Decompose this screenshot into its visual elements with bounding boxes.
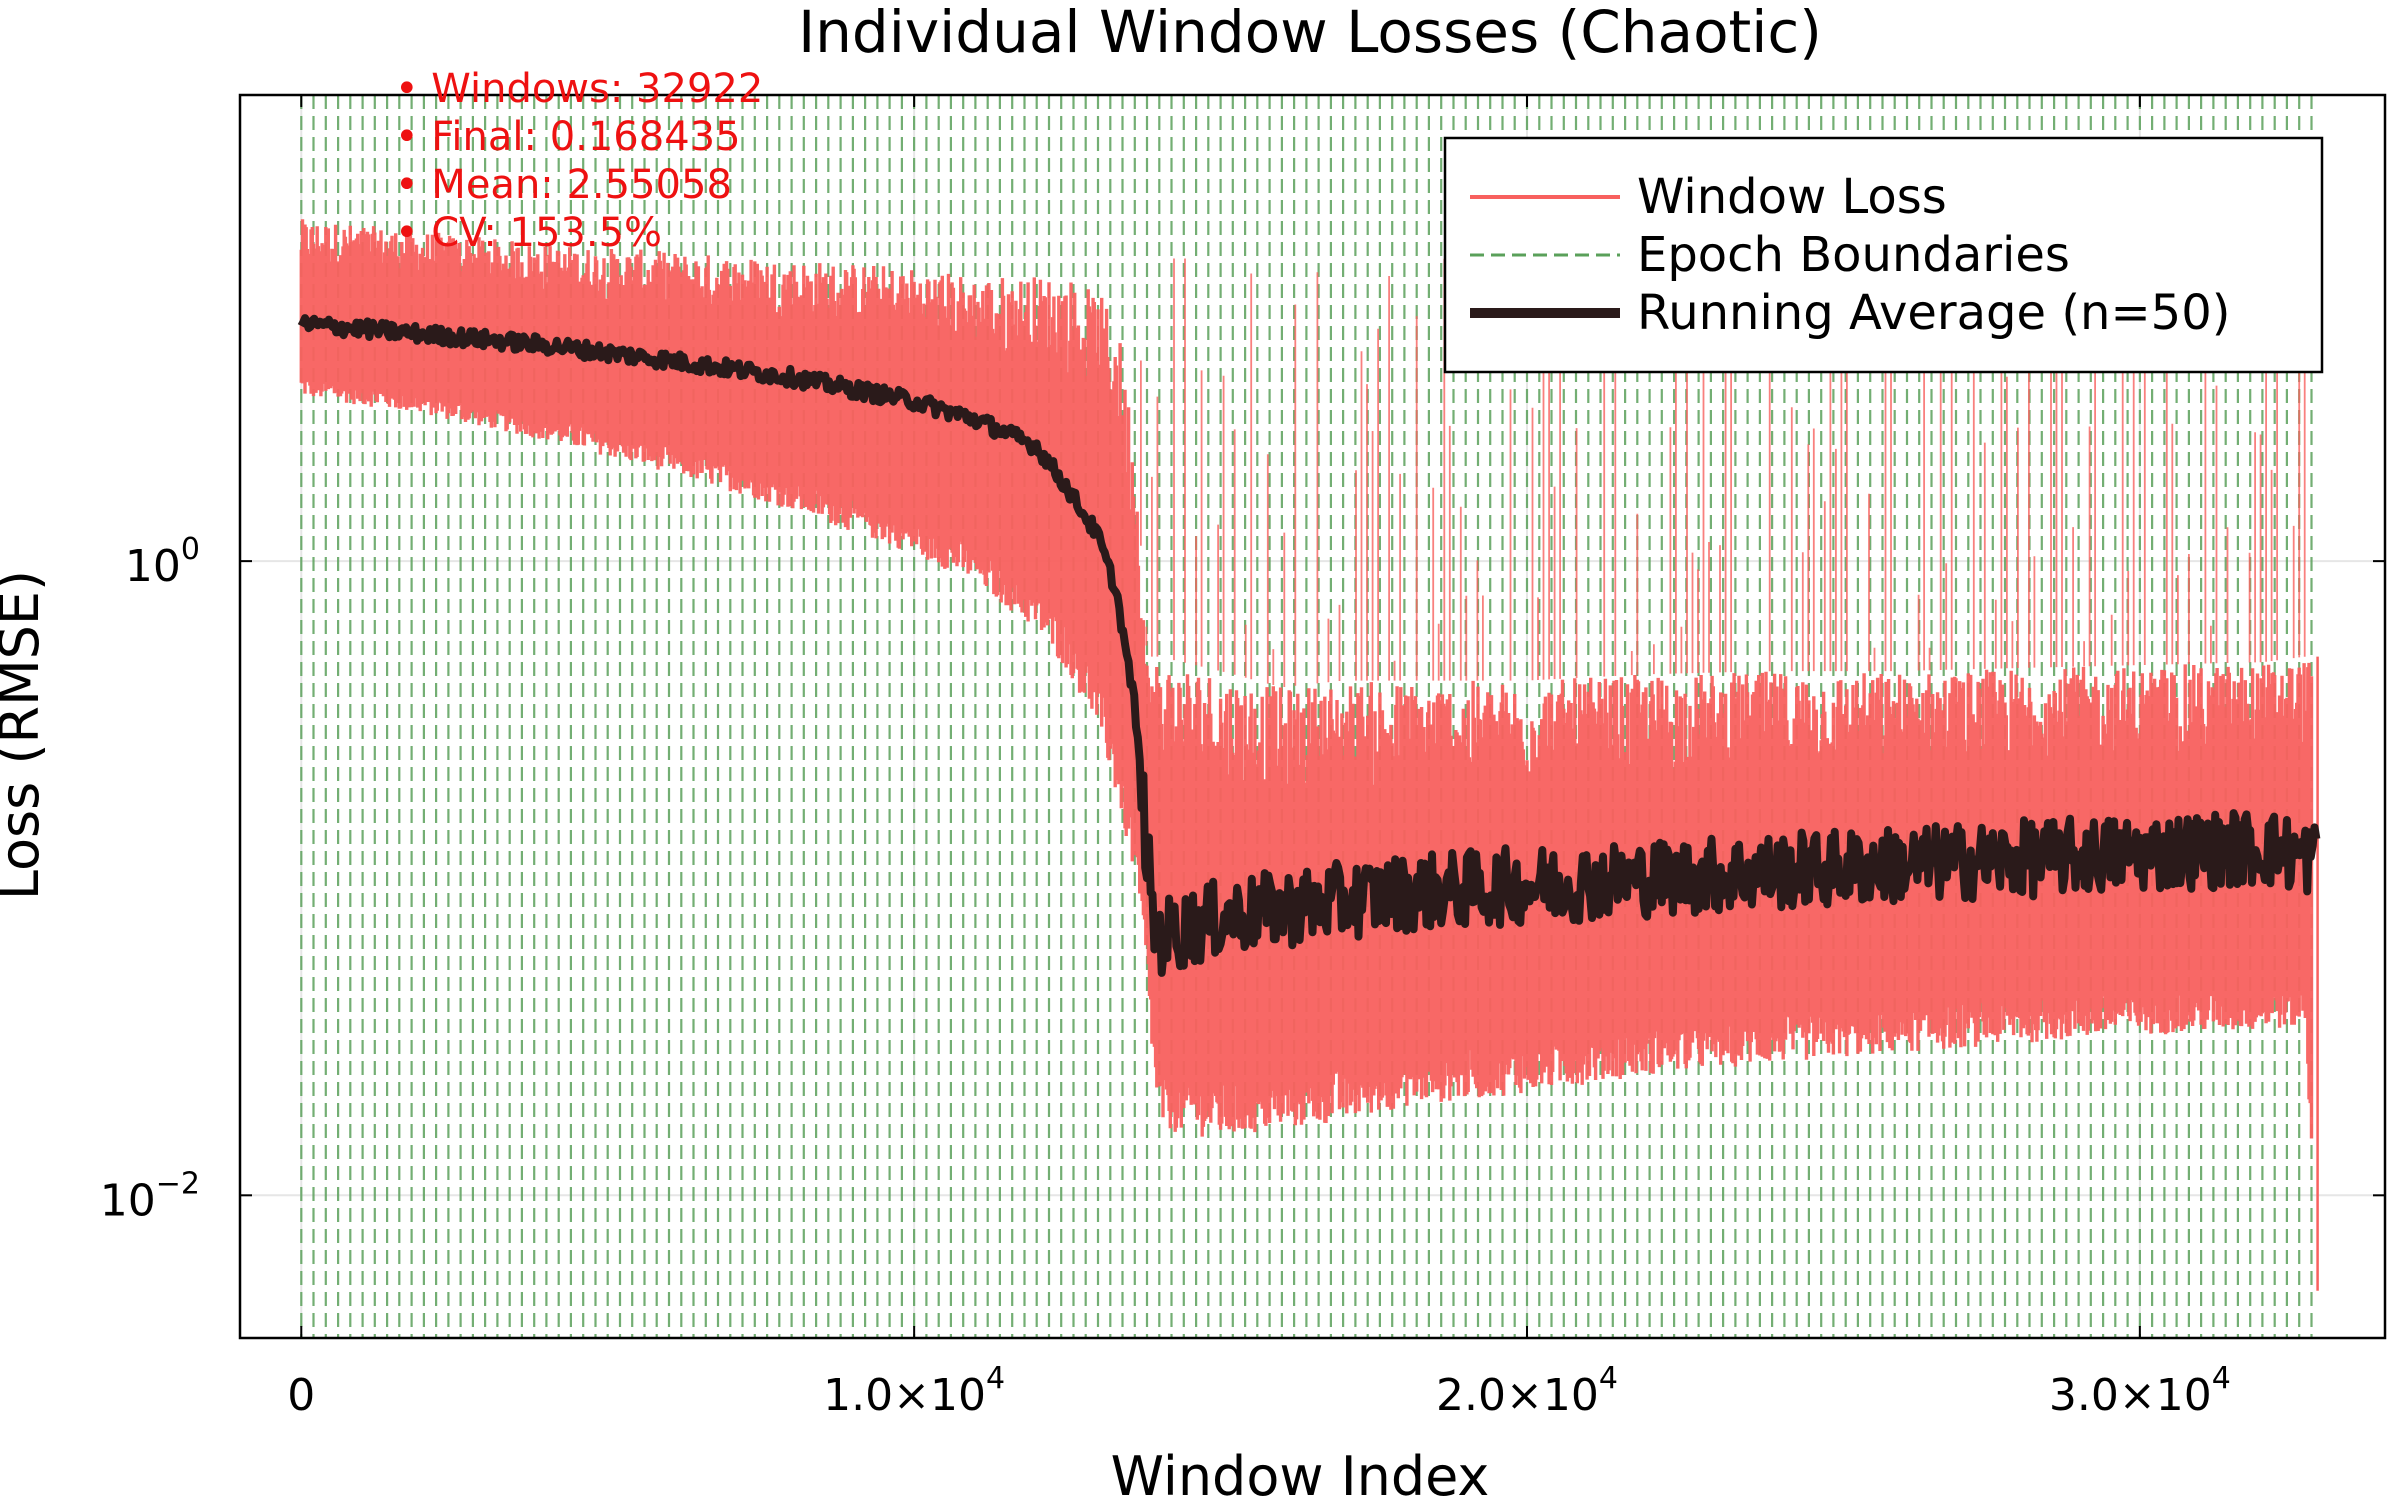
x-tick-label-1: 1.0×104	[823, 1361, 1005, 1421]
x-axis-label: Window Index	[1111, 1445, 1490, 1500]
stat-annotation-0: • Windows: 32922	[395, 66, 763, 112]
x-tick-label-3: 3.0×104	[2049, 1361, 2231, 1421]
legend-box	[1443, 136, 2324, 374]
plot-frame	[238, 93, 2387, 1340]
y-tick-exponent-1: −2	[156, 1166, 200, 1201]
chart-title: Individual Window Losses (Chaotic)	[798, 0, 1822, 66]
legend-label-1: Epoch Boundaries	[1637, 227, 2070, 283]
x-tick-label-0: 0	[287, 1370, 315, 1421]
frame-layer	[238, 93, 2387, 1340]
y-tick-exponent-0: 0	[181, 532, 200, 567]
y-tick-label-0: 100	[125, 532, 200, 592]
annotations-layer: • Windows: 32922• Final: 0.168435• Mean:…	[395, 66, 763, 256]
legend-label-2: Running Average (n=50)	[1637, 285, 2230, 341]
stat-annotation-2: • Mean: 2.55058	[395, 162, 732, 208]
y-tick-label-1: 10−2	[100, 1166, 200, 1226]
tick-labels-layer: 0 1.0×104 2.0×104 3.0×104 100 10−2	[100, 95, 2385, 1421]
y-axis-label: Loss (RMSE)	[0, 570, 51, 900]
series-layer	[297, 219, 2321, 1291]
x-tick-exponent-2: 4	[1599, 1361, 1618, 1396]
x-tick-label-2: 2.0×104	[1436, 1361, 1618, 1421]
x-tick-exponent-1: 4	[986, 1361, 1005, 1396]
stat-annotation-1: • Final: 0.168435	[395, 114, 741, 160]
legend-label-0: Window Loss	[1637, 169, 1947, 225]
running-average-line	[297, 314, 2321, 977]
stat-annotation-3: • CV: 153.5%	[395, 210, 662, 256]
window-loss-spikes	[1140, 258, 2306, 687]
x-tick-exponent-3: 4	[2212, 1361, 2231, 1396]
